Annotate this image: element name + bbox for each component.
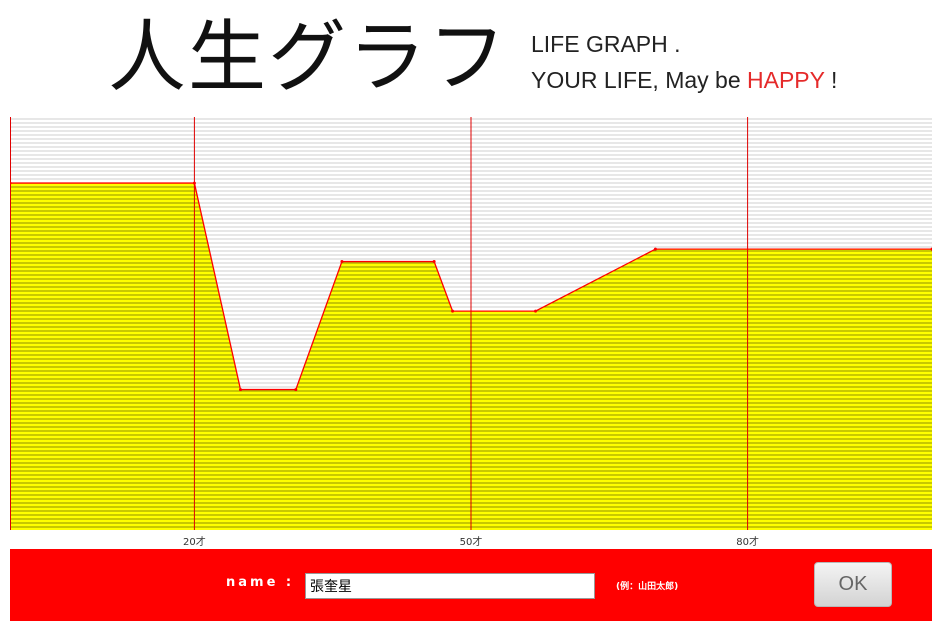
data-point [534,309,538,313]
name-input[interactable] [305,573,595,599]
header: 人生グラフ LIFE GRAPH . YOUR LIFE, May be HAP… [0,0,940,112]
tagline-line-2: YOUR LIFE, May be HAPPY ! [531,67,837,94]
data-point [340,260,344,264]
data-point [930,247,932,251]
tagline-line-1: LIFE GRAPH . [531,31,681,57]
data-point [432,260,436,264]
tagline-prefix: YOUR LIFE, May be [531,67,748,93]
data-point [294,388,298,392]
tagline-happy: HAPPY [747,67,825,93]
data-point [451,309,455,313]
name-label: name : [226,575,295,590]
page-title: 人生グラフ [108,13,509,103]
x-tick-label: 80才 [736,537,759,548]
ok-button[interactable]: OK [814,562,892,607]
x-tick-label: 20才 [183,537,206,548]
life-graph[interactable] [10,117,932,530]
data-point [239,388,242,392]
data-point [653,247,657,251]
life-curve-line [10,182,932,391]
tagline-suffix: ! [824,67,838,93]
data-point [192,181,196,185]
x-tick-label: 50才 [459,537,483,548]
name-form-bar: name : (例：山田太郎) OK [10,549,932,621]
data-point [10,181,12,185]
name-example-hint: (例：山田太郎) [616,582,679,592]
